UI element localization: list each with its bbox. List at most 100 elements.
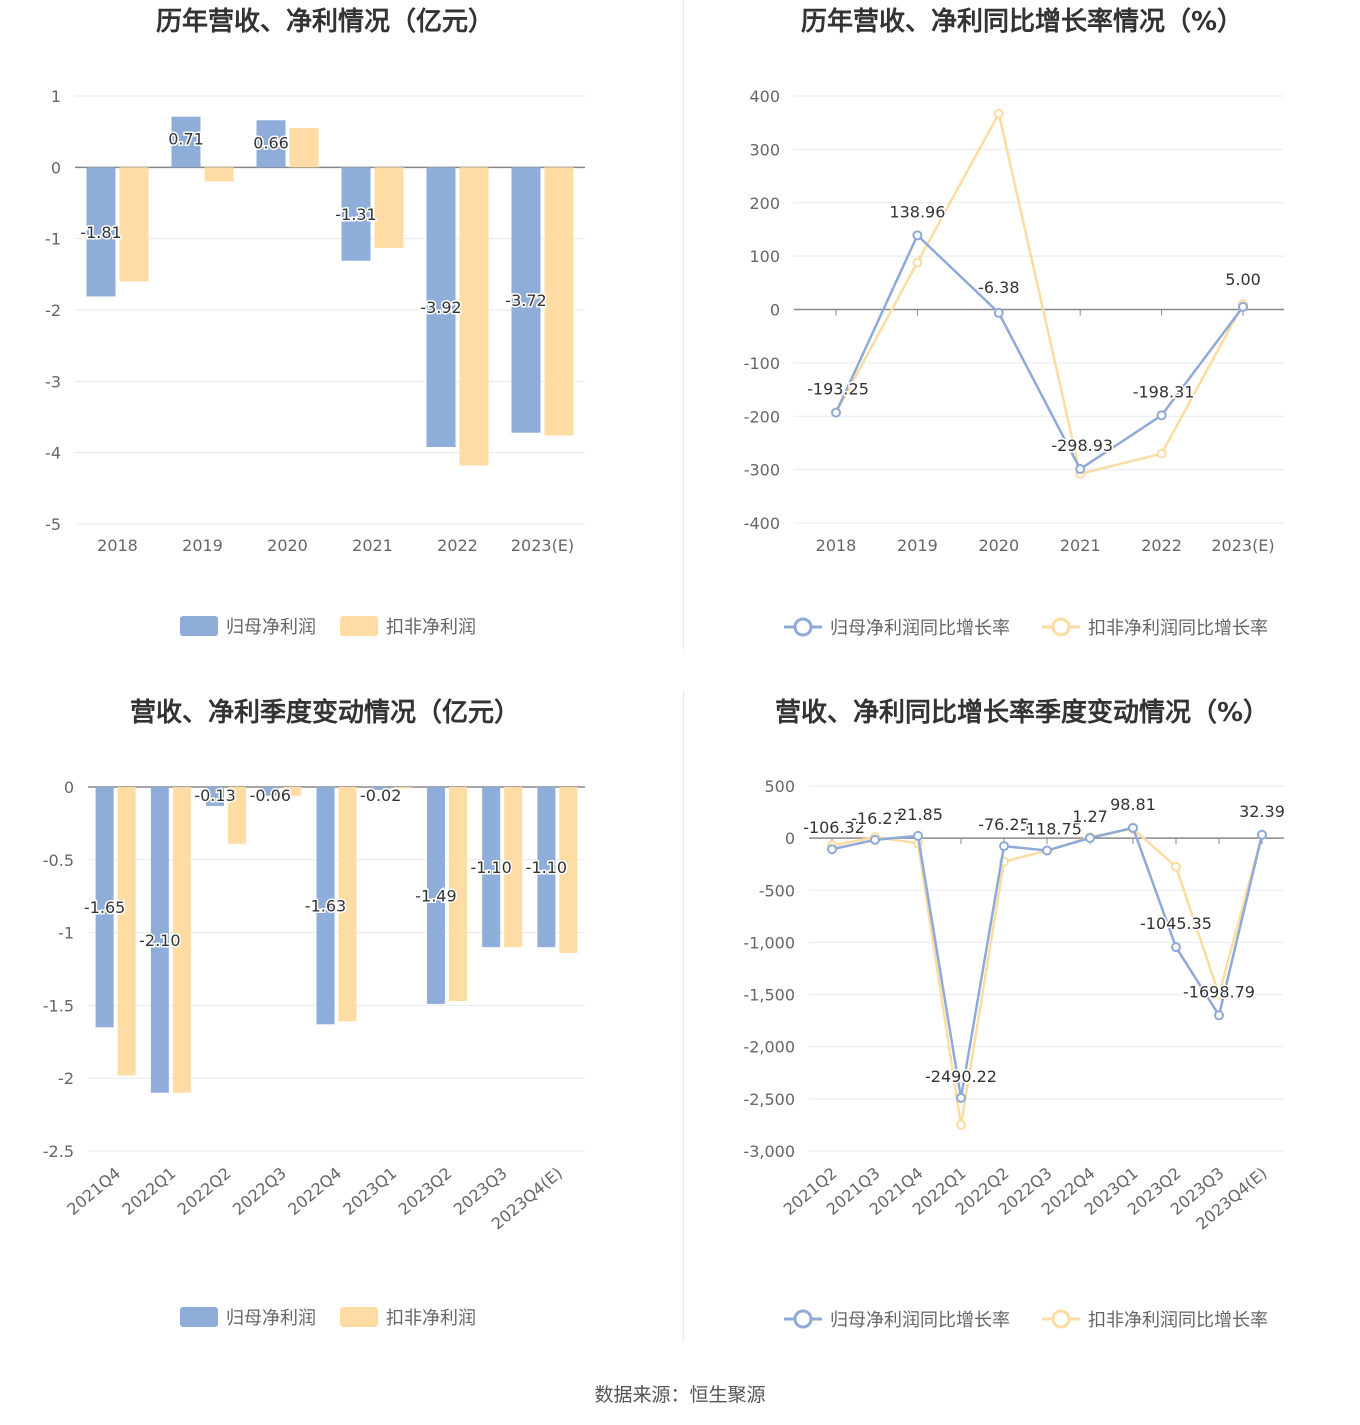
point-value-label: -2490.22: [925, 1067, 997, 1086]
point-primary: [1128, 822, 1138, 833]
y-tick-label: -0.5: [43, 851, 74, 870]
bar-value-label: -3.92: [420, 298, 461, 317]
point-value-label: 138.96: [889, 202, 945, 221]
bar-value-label: -1.81: [80, 223, 121, 242]
bar-value-label: -1.49: [415, 886, 456, 905]
x-tick-label: 2023Q1: [339, 1164, 400, 1219]
point-primary: [1238, 301, 1248, 312]
point-primary: [1075, 464, 1086, 475]
point-primary: [1257, 829, 1267, 840]
legend-label-secondary: 扣非净利润同比增长率: [1088, 1310, 1268, 1331]
legend-label-secondary: 扣非净利润: [386, 1308, 476, 1329]
legend-marker-secondary: [1051, 1309, 1071, 1329]
bar-secondary: [448, 787, 467, 1002]
bar-primary: [261, 787, 280, 796]
point-value-label: -16.27: [851, 809, 903, 828]
x-tick-label: 2023(E): [511, 536, 574, 555]
point-primary: [1214, 1010, 1224, 1021]
y-tick-label: 1: [51, 87, 61, 106]
point-primary: [831, 407, 841, 418]
y-tick-label: 0: [51, 158, 61, 177]
x-tick-label: 2022Q4: [284, 1164, 345, 1219]
bar-primary: [150, 787, 169, 1093]
bar-primary: [371, 787, 390, 790]
bar-secondary: [204, 167, 234, 182]
bar-secondary: [393, 787, 412, 789]
x-tick-label: 2023(E): [1211, 536, 1274, 555]
bar-value-label: -3.72: [505, 291, 546, 310]
quarterly-profit-bar-chart: 营收、净利季度变动情况（亿元） 0 -0.5 -1 -1.5 -2 -2.5 -1.65 -2.…: [43, 697, 585, 1329]
y-tick-label: -5: [45, 515, 61, 534]
y-tick-label: -2: [45, 301, 61, 320]
series-line-secondary: [831, 827, 1264, 1126]
y-tick-label: -100: [744, 354, 780, 373]
y-tick-label: 0: [64, 778, 74, 797]
bar-value-label: -1.63: [305, 897, 346, 916]
legend-label-secondary: 扣非净利润同比增长率: [1088, 618, 1268, 639]
y-tick-label: -2.5: [43, 1142, 74, 1161]
bar-value-label: 0.66: [253, 133, 289, 152]
x-tick-label: 2023Q2: [395, 1164, 456, 1219]
bar-primary: [341, 167, 371, 261]
y-tick-label: -2,500: [743, 1090, 795, 1109]
point-primary: [912, 230, 923, 241]
x-tick-label: 2019: [182, 536, 223, 555]
series-line-secondary: [834, 110, 1245, 476]
x-tick-label: 2022Q2: [174, 1164, 235, 1219]
x-tick-label: 2020: [978, 536, 1019, 555]
bar-secondary: [172, 787, 191, 1093]
bar-value-label: -0.06: [250, 786, 291, 805]
point-primary: [993, 307, 1004, 318]
legend-swatch-primary: [180, 616, 218, 636]
bar-secondary: [374, 167, 404, 248]
y-tick-label: -400: [744, 514, 780, 533]
bar-primary: [511, 167, 541, 433]
point-value-label: 5.00: [1225, 270, 1261, 289]
bar-secondary: [228, 787, 247, 844]
x-tick-label: 2022Q1: [119, 1164, 180, 1219]
legend-swatch-secondary: [340, 616, 378, 636]
point-value-label: 98.81: [1110, 795, 1156, 814]
bar-secondary: [283, 787, 302, 796]
legend-marker-secondary: [1051, 617, 1071, 637]
panel-divider-top: [683, 0, 684, 650]
bar-value-label: 0.71: [168, 130, 204, 149]
panel-divider-bottom: [683, 690, 684, 1340]
point-value-label: 21.85: [897, 805, 943, 824]
point-value-label: -298.93: [1051, 436, 1113, 455]
y-tick-label: -1: [58, 924, 74, 943]
legend-marker-primary: [793, 1309, 813, 1329]
bar-primary: [95, 787, 114, 1028]
y-tick-label: 500: [764, 777, 795, 796]
bar-value-label: -1.10: [526, 858, 567, 877]
point-value-label: -193.25: [807, 380, 869, 399]
bar-secondary: [119, 167, 149, 282]
bar-secondary: [544, 167, 574, 436]
point-value-label: -1698.79: [1183, 982, 1255, 1001]
point-secondary: [1171, 861, 1181, 872]
bar-primary: [171, 116, 201, 168]
x-tick-label: 2021Q4: [63, 1164, 124, 1219]
point-secondary: [956, 1119, 966, 1130]
bar-value-label: -1.65: [84, 898, 125, 917]
bar-secondary: [117, 787, 136, 1076]
point-primary: [1085, 833, 1095, 844]
point-value-label: -6.38: [978, 278, 1019, 297]
bar-value-label: -1.31: [335, 205, 376, 224]
legend-label-primary: 归母净利润: [226, 617, 316, 638]
y-tick-label: -200: [744, 407, 780, 426]
bar-primary: [537, 787, 556, 948]
legend-label-primary: 归母净利润: [226, 1308, 316, 1329]
bar-value-label: -0.13: [194, 786, 235, 805]
x-tick-label: 2018: [97, 536, 138, 555]
point-secondary: [1156, 448, 1167, 459]
point-primary: [1156, 410, 1167, 421]
point-secondary: [912, 257, 923, 268]
bar-secondary: [559, 787, 578, 953]
y-tick-label: 400: [749, 87, 780, 106]
point-secondary: [993, 108, 1004, 119]
point-value-label: -1045.35: [1140, 914, 1212, 933]
bar-value-label: -2.10: [139, 931, 180, 950]
annual-profit-bar-chart: 历年营收、净利情况（亿元） 1 0 -1 -2 -3 -4 -5 -1.81 0.71 0.66 -1…: [45, 6, 585, 638]
point-primary: [1171, 942, 1181, 953]
